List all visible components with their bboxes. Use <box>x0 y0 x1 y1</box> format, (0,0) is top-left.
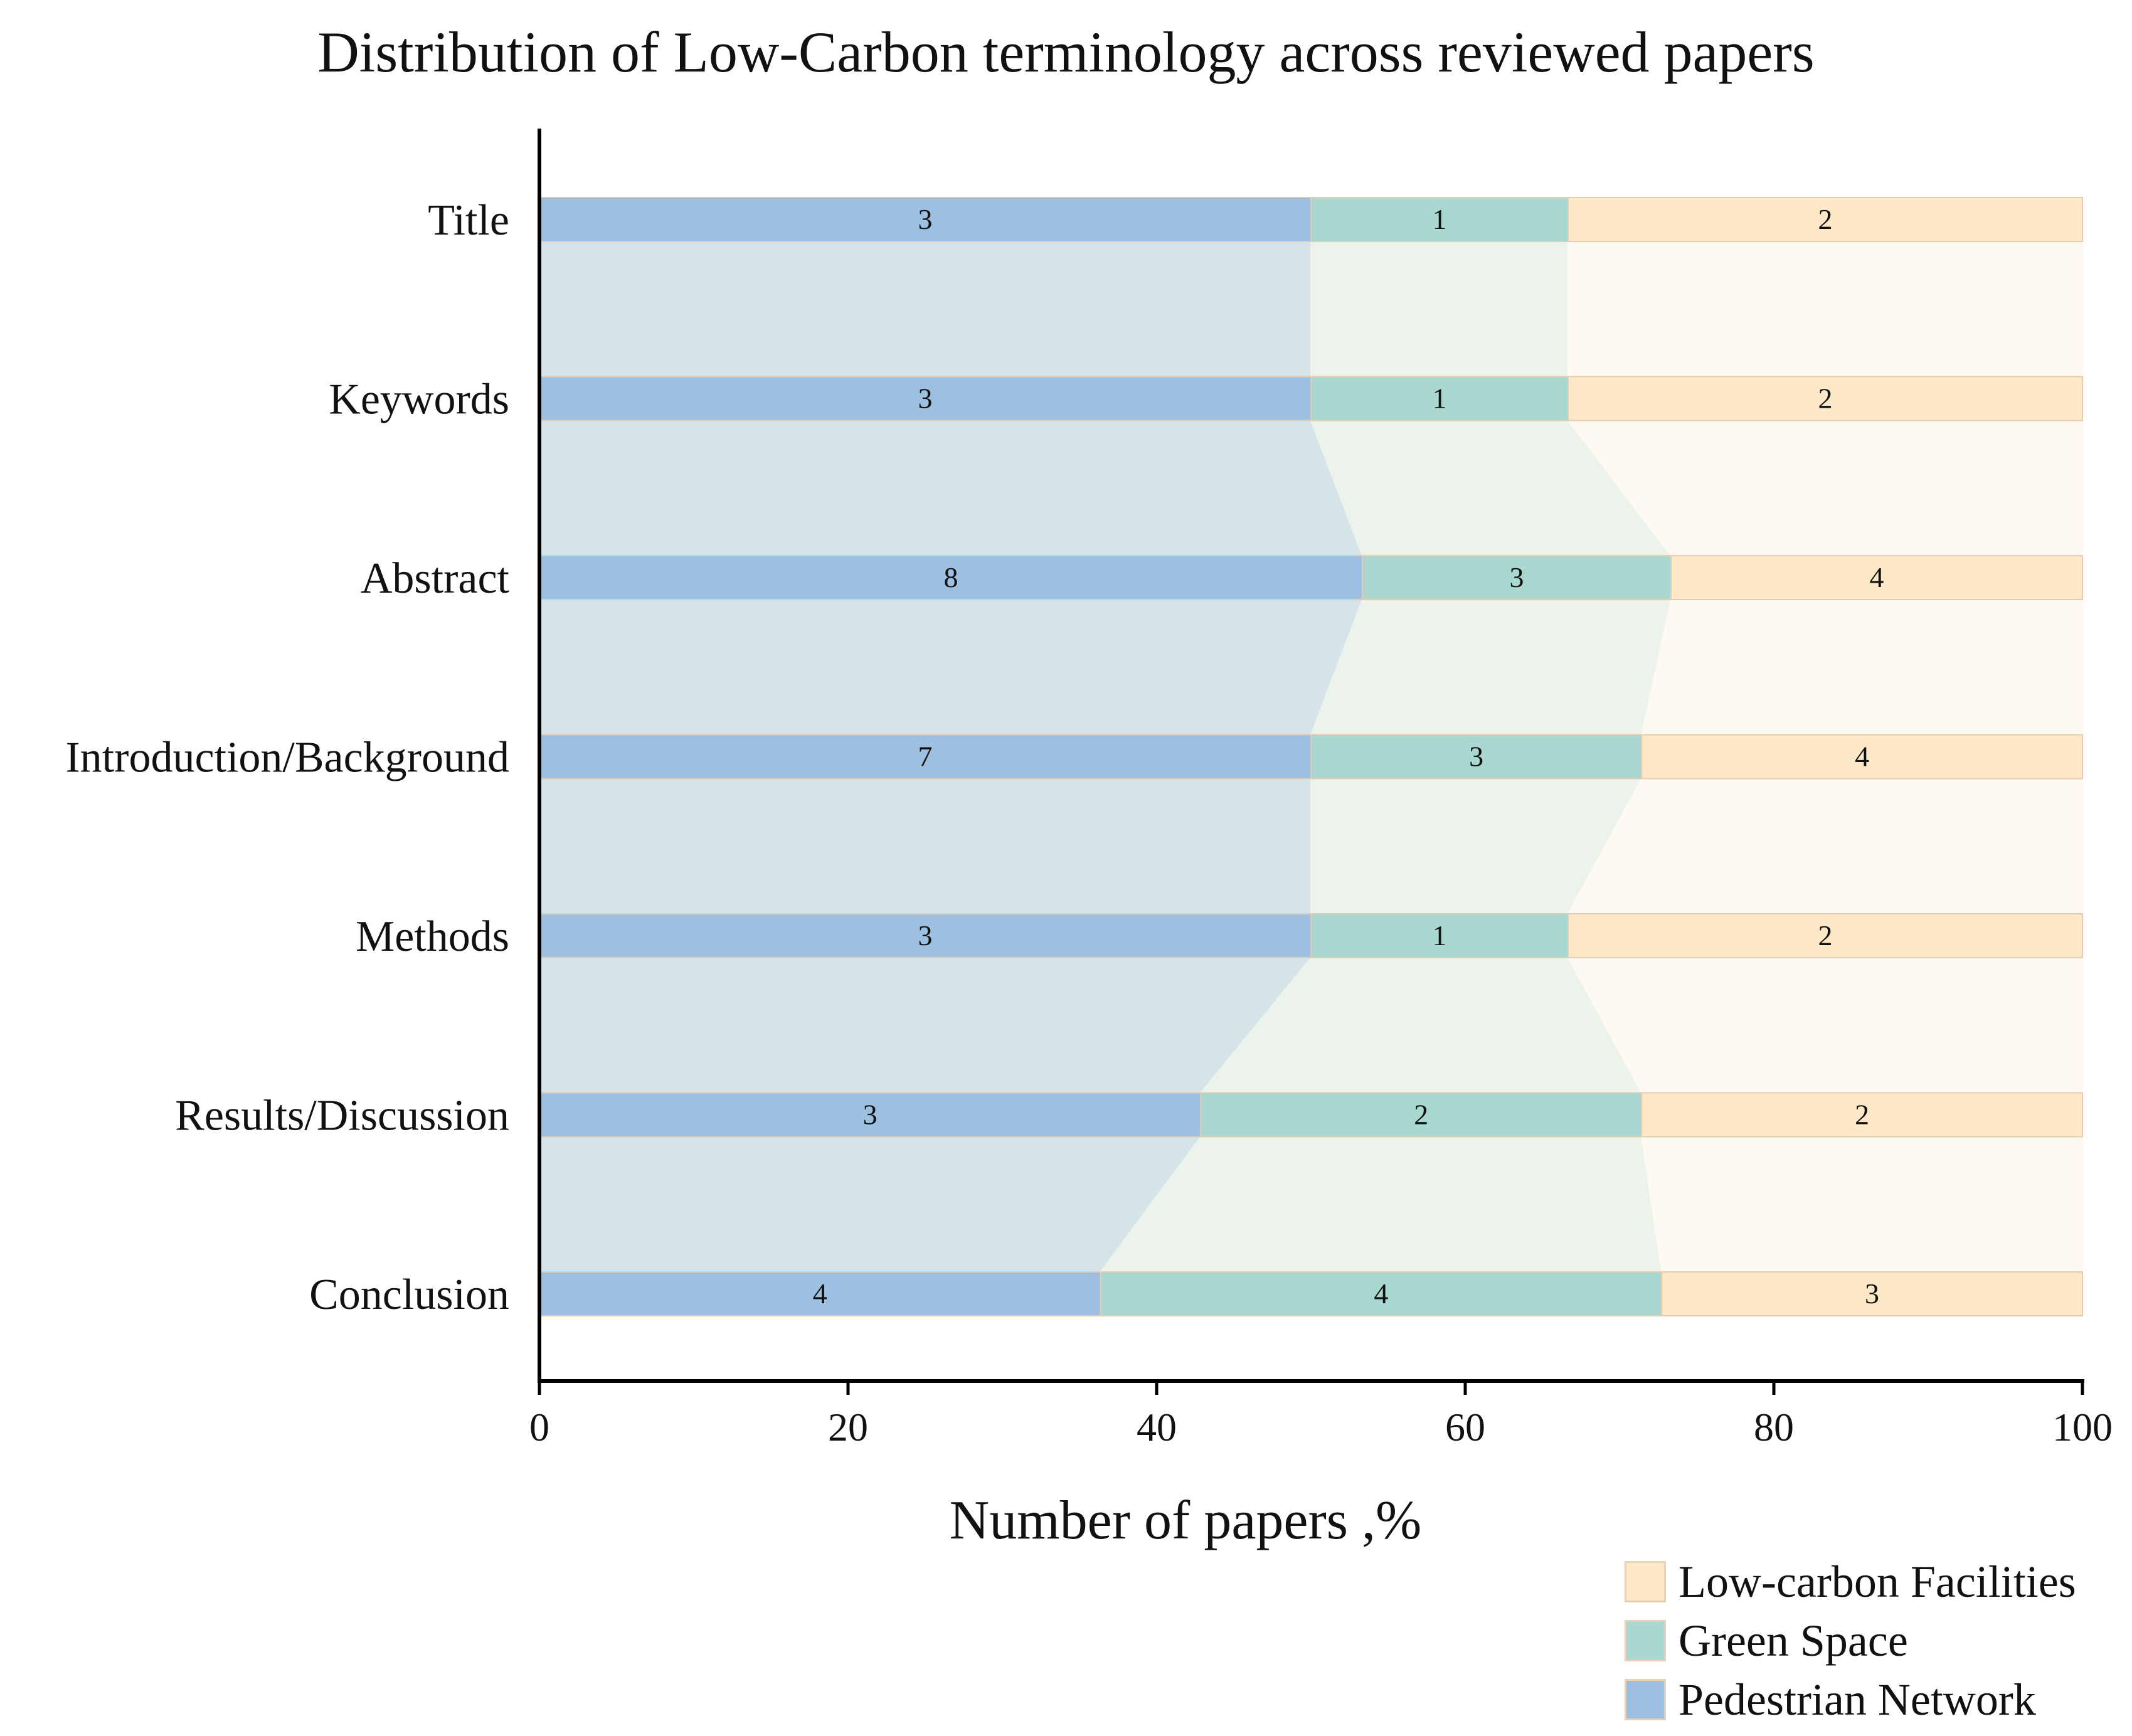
bar-low-carbon-facilities-abstract <box>1670 555 2083 600</box>
value-label-green-space-results-discussion: 2 <box>1414 1099 1428 1131</box>
category-label-conclusion: Conclusion <box>309 1271 509 1319</box>
bar-green-space-results-discussion <box>1200 1092 1643 1138</box>
bar-green-space-conclusion <box>1100 1271 1663 1316</box>
bar-low-carbon-facilities-methods <box>1567 913 2083 958</box>
chart-title: Distribution of Low-Carbon terminology a… <box>317 20 1815 84</box>
connector-low-carbon-facilities-3 <box>1640 599 2083 736</box>
connector-low-carbon-facilities-6 <box>1640 1136 2083 1273</box>
connector-pedestrian-network-1 <box>539 241 1312 378</box>
bar-pedestrian-network-keywords <box>539 376 1312 421</box>
bar-green-space-keywords <box>1310 376 1569 421</box>
x-axis-label: Number of papers ,% <box>950 1490 1422 1551</box>
category-label-results-discussion: Results/Discussion <box>175 1092 509 1140</box>
value-label-pedestrian-network-abstract: 8 <box>944 561 958 593</box>
legend-label-green-space: Green Space <box>1679 1615 1908 1666</box>
value-label-low-carbon-facilities-methods: 2 <box>1818 919 1833 951</box>
value-label-low-carbon-facilities-keywords: 2 <box>1818 383 1833 415</box>
bar-low-carbon-facilities-introduction-background <box>1641 734 2083 780</box>
x-tick-label-40: 40 <box>1137 1405 1177 1449</box>
value-label-pedestrian-network-results-discussion: 3 <box>863 1099 878 1131</box>
legend-item-pedestrian-network: Pedestrian Network <box>1625 1670 2076 1729</box>
legend-swatch-low-carbon-facilities <box>1625 1561 1666 1602</box>
x-tick-label-60: 60 <box>1445 1405 1485 1449</box>
category-label-abstract: Abstract <box>361 554 510 603</box>
category-label-title: Title <box>428 196 509 245</box>
x-tick-label-0: 0 <box>529 1405 549 1449</box>
x-tick-label-80: 80 <box>1754 1405 1794 1449</box>
bar-pedestrian-network-methods <box>539 913 1312 958</box>
bar-green-space-title <box>1310 197 1569 242</box>
connector-pedestrian-network-2 <box>539 420 1364 556</box>
chart-legend: Low-carbon Facilities Green Space Pedestri… <box>1625 1552 2076 1729</box>
value-label-green-space-abstract: 3 <box>1510 561 1524 593</box>
value-label-low-carbon-facilities-results-discussion: 2 <box>1855 1099 1869 1131</box>
bar-green-space-abstract <box>1362 555 1672 600</box>
value-label-low-carbon-facilities-title: 2 <box>1818 203 1833 235</box>
bar-pedestrian-network-conclusion <box>539 1271 1101 1316</box>
connector-green-space-3 <box>1310 599 1672 736</box>
bar-pedestrian-network-results-discussion <box>539 1092 1202 1138</box>
legend-item-low-carbon-facilities: Low-carbon Facilities <box>1625 1552 2076 1611</box>
connector-pedestrian-network-5 <box>539 957 1313 1094</box>
legend-item-green-space: Green Space <box>1625 1611 2076 1670</box>
x-tick-label-100: 100 <box>2052 1405 2113 1449</box>
connector-green-space-1 <box>1310 241 1569 378</box>
bar-green-space-introduction-background <box>1310 734 1643 780</box>
connector-pedestrian-network-6 <box>539 1136 1202 1273</box>
connector-low-carbon-facilities-5 <box>1567 957 2083 1094</box>
value-label-green-space-methods: 1 <box>1433 919 1447 951</box>
value-label-pedestrian-network-introduction-background: 7 <box>918 741 933 773</box>
value-label-green-space-title: 1 <box>1433 203 1447 235</box>
legend-swatch-pedestrian-network <box>1625 1679 1666 1720</box>
bar-pedestrian-network-title <box>539 197 1312 242</box>
value-label-green-space-keywords: 1 <box>1433 383 1447 415</box>
legend-swatch-green-space <box>1625 1620 1666 1661</box>
category-label-keywords: Keywords <box>329 376 509 424</box>
value-label-low-carbon-facilities-introduction-background: 4 <box>1855 741 1869 773</box>
value-label-low-carbon-facilities-abstract: 4 <box>1870 561 1884 593</box>
legend-label-low-carbon-facilities: Low-carbon Facilities <box>1679 1556 2076 1607</box>
bar-low-carbon-facilities-title <box>1567 197 2083 242</box>
bar-low-carbon-facilities-conclusion <box>1661 1271 2083 1316</box>
value-label-low-carbon-facilities-conclusion: 3 <box>1865 1278 1879 1310</box>
connector-pedestrian-network-3 <box>539 599 1364 736</box>
bar-low-carbon-facilities-results-discussion <box>1641 1092 2083 1138</box>
value-label-pedestrian-network-conclusion: 4 <box>813 1278 827 1310</box>
connector-low-carbon-facilities-1 <box>1567 241 2083 378</box>
connector-pedestrian-network-4 <box>539 778 1312 914</box>
bar-pedestrian-network-introduction-background <box>539 734 1312 780</box>
legend-label-pedestrian-network: Pedestrian Network <box>1679 1674 2036 1725</box>
value-label-pedestrian-network-methods: 3 <box>918 919 933 951</box>
value-label-pedestrian-network-keywords: 3 <box>918 383 933 415</box>
bar-low-carbon-facilities-keywords <box>1567 376 2083 421</box>
category-label-introduction-background: Introduction/Background <box>65 734 509 782</box>
value-label-pedestrian-network-title: 3 <box>918 203 933 235</box>
category-label-methods: Methods <box>356 913 509 961</box>
connector-low-carbon-facilities-4 <box>1567 778 2083 914</box>
x-tick-label-20: 20 <box>828 1405 868 1449</box>
bar-green-space-methods <box>1310 913 1569 958</box>
value-label-green-space-introduction-background: 3 <box>1469 741 1483 773</box>
value-label-green-space-conclusion: 4 <box>1374 1278 1388 1310</box>
